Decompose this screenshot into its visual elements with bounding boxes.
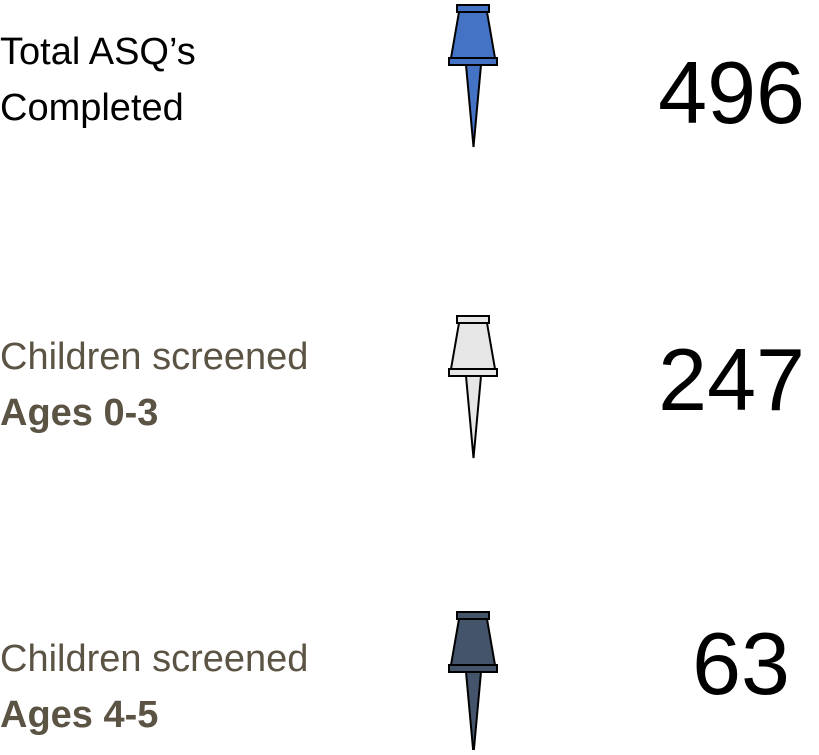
- label-line: Children screened: [0, 336, 308, 378]
- label-line: Ages 0-3: [0, 392, 158, 434]
- label-line: Ages 4-5: [0, 694, 158, 736]
- count: 247: [658, 330, 805, 429]
- pin-icon: [448, 315, 498, 459]
- label-line: Children screened: [0, 638, 308, 680]
- count: 63: [692, 614, 790, 713]
- label-line: Total ASQ’s: [0, 31, 196, 73]
- pin-icon: [448, 611, 498, 755]
- label-line: Completed: [0, 87, 184, 129]
- pin-icon: [448, 4, 498, 148]
- count: 496: [658, 43, 805, 142]
